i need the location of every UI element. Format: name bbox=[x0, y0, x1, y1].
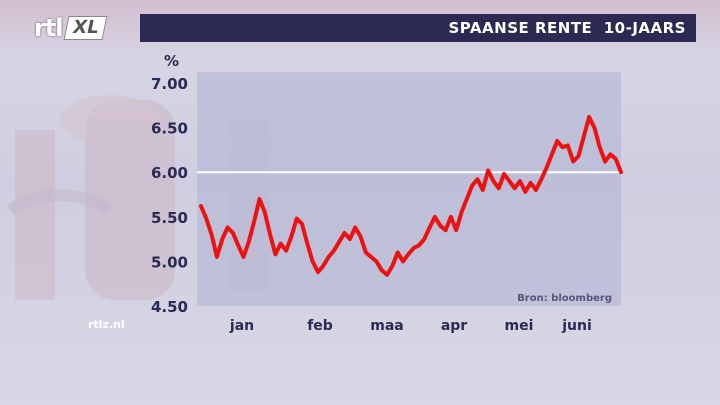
x-tick-label: feb bbox=[307, 318, 333, 334]
y-tick-label: 5.50 bbox=[151, 209, 188, 227]
y-tick-label: 6.50 bbox=[151, 120, 188, 138]
chart-title: SPAANSE RENTE 10-JAARS bbox=[448, 19, 686, 37]
y-tick-label: 4.50 bbox=[151, 298, 188, 316]
x-tick-label: juni bbox=[561, 318, 592, 334]
y-axis-unit-label: % bbox=[164, 52, 179, 70]
y-tick-label: 5.00 bbox=[151, 253, 188, 271]
x-tick-label: apr bbox=[441, 318, 467, 334]
logo-rtl-text: rtl bbox=[34, 14, 64, 42]
y-tick-label: 7.00 bbox=[151, 75, 188, 93]
y-tick-label: 6.00 bbox=[151, 164, 188, 182]
watermark-rtlz: rtlz.nl bbox=[88, 318, 125, 331]
x-tick-label: jan bbox=[229, 318, 254, 334]
plot-area bbox=[197, 72, 621, 306]
source-label: Bron: bloomberg bbox=[517, 293, 612, 304]
series-line-spanish-rate bbox=[199, 114, 623, 277]
rtl-xl-logo: rtl XL bbox=[34, 14, 108, 42]
x-tick-label: mei bbox=[505, 318, 534, 334]
x-tick-label: maa bbox=[370, 318, 403, 334]
title-bar: SPAANSE RENTE 10-JAARS bbox=[140, 14, 696, 42]
